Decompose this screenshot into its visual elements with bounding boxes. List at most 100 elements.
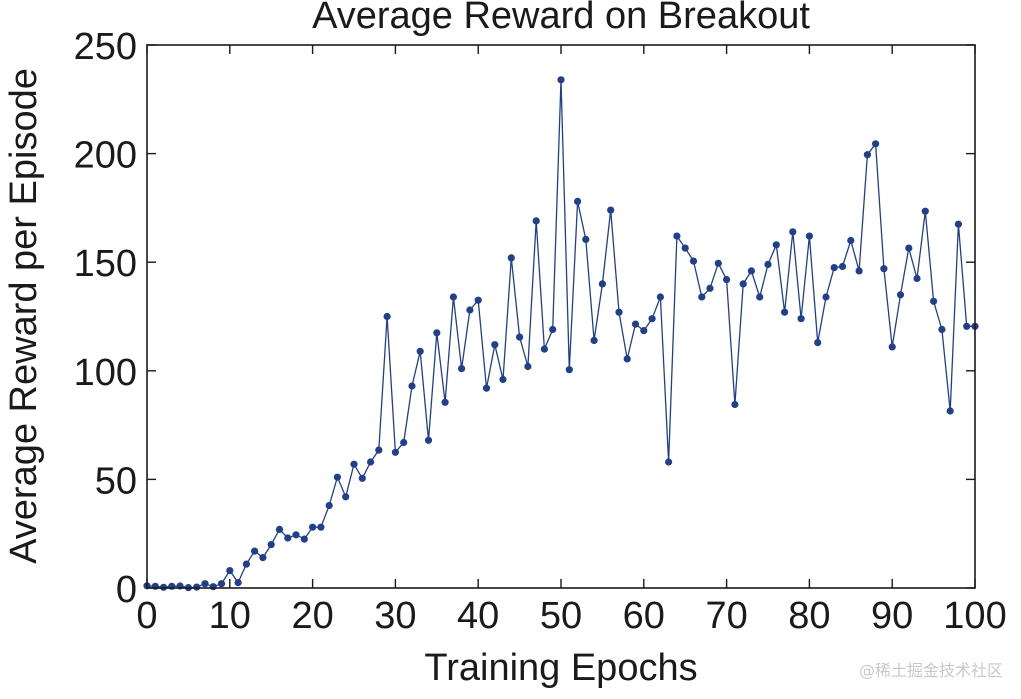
data-point — [615, 308, 623, 316]
x-tick-label: 60 — [623, 595, 665, 637]
data-point — [598, 280, 607, 288]
data-point — [946, 407, 954, 415]
data-point — [880, 265, 888, 273]
data-point — [391, 448, 399, 456]
data-point — [648, 315, 656, 323]
data-point — [317, 523, 325, 531]
data-point — [747, 267, 756, 275]
x-tick-label: 30 — [374, 595, 416, 637]
data-point — [458, 365, 466, 373]
data-point — [797, 315, 805, 323]
data-point — [259, 554, 267, 562]
data-point — [963, 322, 971, 330]
data-point — [300, 535, 308, 543]
x-tick-label: 100 — [943, 595, 1006, 637]
data-point — [400, 438, 408, 447]
y-tick-label: 250 — [74, 26, 137, 68]
data-point — [342, 493, 350, 501]
data-point — [930, 297, 938, 305]
data-point — [640, 327, 648, 335]
data-point — [607, 206, 615, 214]
data-point — [631, 320, 640, 328]
data-point — [284, 534, 292, 542]
data-point — [814, 339, 822, 347]
data-point — [449, 293, 457, 301]
y-axis-label: Average Reward per Episode — [3, 68, 45, 564]
data-point — [333, 473, 341, 481]
data-point — [275, 525, 284, 534]
data-point — [367, 458, 375, 466]
data-point — [822, 293, 830, 301]
data-point — [565, 366, 573, 374]
data-point — [540, 345, 549, 353]
data-point — [234, 579, 242, 587]
y-tick-label: 50 — [95, 460, 137, 502]
data-point — [731, 400, 739, 409]
chart-title: Average Reward on Breakout — [312, 0, 810, 37]
data-point — [623, 355, 631, 363]
x-tick-label: 70 — [705, 595, 747, 637]
data-point — [499, 375, 507, 384]
x-tick-label: 90 — [871, 595, 913, 637]
data-point — [574, 197, 582, 205]
data-point — [433, 329, 441, 337]
data-point — [739, 280, 747, 288]
data-point — [251, 547, 259, 555]
data-point — [549, 325, 557, 334]
data-point — [383, 312, 391, 321]
data-point — [168, 582, 176, 590]
data-point — [557, 76, 565, 84]
data-point — [524, 362, 532, 371]
data-point — [772, 241, 780, 249]
data-point — [673, 232, 681, 240]
data-point — [805, 232, 814, 240]
data-point — [938, 325, 946, 334]
data-point — [681, 244, 689, 252]
data-point — [309, 523, 317, 531]
data-point — [847, 236, 855, 245]
data-point — [698, 293, 706, 301]
data-point — [292, 531, 300, 539]
x-axis-ticks: 0 10 20 30 40 50 60 70 80 90 100 — [136, 45, 1007, 637]
data-point — [954, 220, 963, 228]
data-point — [350, 460, 358, 468]
data-point — [209, 583, 217, 591]
data-point — [863, 151, 872, 159]
data-point — [201, 580, 209, 588]
y-tick-label: 150 — [74, 243, 137, 285]
data-point — [689, 257, 698, 265]
x-tick-label: 40 — [457, 595, 499, 637]
data-point — [855, 267, 863, 275]
data-point — [656, 293, 665, 301]
data-point — [267, 541, 275, 549]
data-point — [358, 474, 366, 482]
y-tick-label: 100 — [74, 352, 137, 394]
watermark: @稀土掘金技术社区 — [859, 661, 1003, 680]
data-point — [424, 436, 433, 444]
data-point — [781, 308, 789, 316]
x-tick-label: 10 — [209, 595, 251, 637]
data-point — [507, 254, 515, 262]
data-point — [474, 296, 482, 304]
data-point — [706, 284, 714, 292]
x-tick-label: 0 — [136, 595, 157, 637]
x-tick-label: 20 — [291, 595, 333, 637]
data-point — [714, 259, 722, 267]
data-point — [491, 341, 499, 349]
data-point — [905, 244, 913, 252]
data-point — [896, 291, 905, 299]
data-point — [532, 217, 540, 225]
data-point — [838, 262, 847, 271]
data-point — [151, 582, 159, 590]
data-point — [913, 274, 921, 283]
data-point — [582, 235, 590, 243]
data-point — [482, 384, 491, 392]
data-point — [226, 567, 234, 575]
data-point — [830, 264, 838, 272]
y-tick-label: 200 — [74, 135, 137, 177]
data-point — [375, 446, 383, 454]
data-point — [466, 306, 474, 314]
data-point — [408, 382, 416, 390]
data-point — [441, 398, 449, 406]
